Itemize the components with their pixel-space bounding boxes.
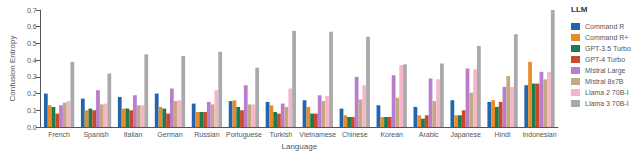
svg-text:Language: Language [282,142,318,151]
svg-text:German: German [157,131,182,138]
svg-text:0.0: 0.0 [27,124,37,131]
svg-text:Russian: Russian [194,131,219,138]
svg-text:Arabic: Arabic [419,131,439,138]
svg-text:0.2: 0.2 [27,90,37,97]
svg-text:Japanese: Japanese [450,131,480,139]
svg-text:Command R: Command R [585,23,624,30]
svg-text:0.6: 0.6 [27,23,37,30]
svg-text:Vietnamese: Vietnamese [299,131,336,138]
svg-text:Command R+: Command R+ [585,34,628,41]
svg-text:GPT-4 Turbo: GPT-4 Turbo [585,56,625,63]
svg-text:Korean: Korean [380,131,403,138]
svg-text:LLM: LLM [571,5,588,14]
svg-text:Confusion Entropy: Confusion Entropy [8,36,17,102]
svg-text:0.5: 0.5 [27,40,37,47]
svg-text:Llama 2 70B-I: Llama 2 70B-I [585,89,629,96]
svg-text:0.1: 0.1 [27,107,37,114]
svg-text:Hindi: Hindi [495,131,511,138]
svg-text:Mistral 8x7B: Mistral 8x7B [585,78,624,85]
svg-text:Llama 3 70B-I: Llama 3 70B-I [585,100,629,107]
svg-text:Portuguese: Portuguese [226,131,262,139]
svg-text:0.4: 0.4 [27,57,37,64]
svg-text:Indonesian: Indonesian [522,131,556,138]
svg-text:0.7: 0.7 [27,7,37,14]
svg-text:Turkish: Turkish [269,131,292,138]
svg-text:French: French [48,131,70,138]
svg-text:0.3: 0.3 [27,73,37,80]
svg-text:Chinese: Chinese [342,131,368,138]
svg-text:Mistral Large: Mistral Large [585,67,626,75]
svg-text:GPT-3.5 Turbo: GPT-3.5 Turbo [585,45,631,52]
svg-text:Spanish: Spanish [83,131,108,139]
svg-text:Italian: Italian [124,131,143,138]
